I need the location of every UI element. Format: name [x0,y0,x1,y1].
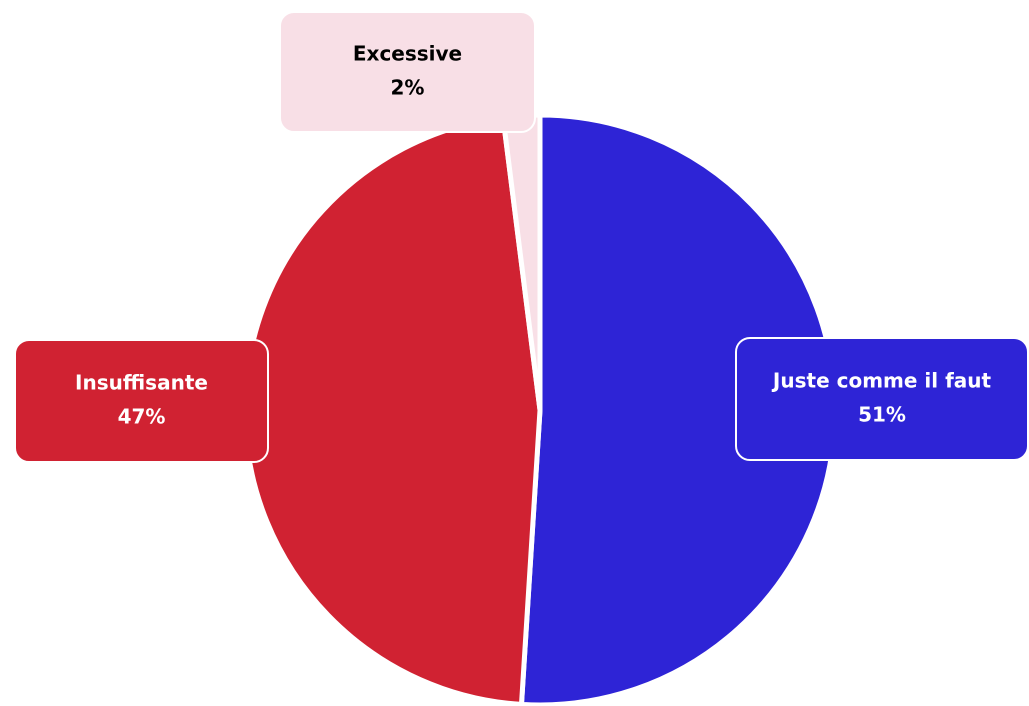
slice-label: Excessive [353,42,462,66]
label-box [279,11,536,133]
slice-value-label: 47% [118,405,166,429]
slice-value-label: 2% [391,76,425,100]
pie-slice [242,114,543,706]
slice-label: Insuffisante [75,371,208,395]
label-box [735,337,1029,461]
label-box [14,339,269,463]
slice-label: Juste comme il faut [771,369,992,393]
slice-value-label: 51% [858,403,906,427]
